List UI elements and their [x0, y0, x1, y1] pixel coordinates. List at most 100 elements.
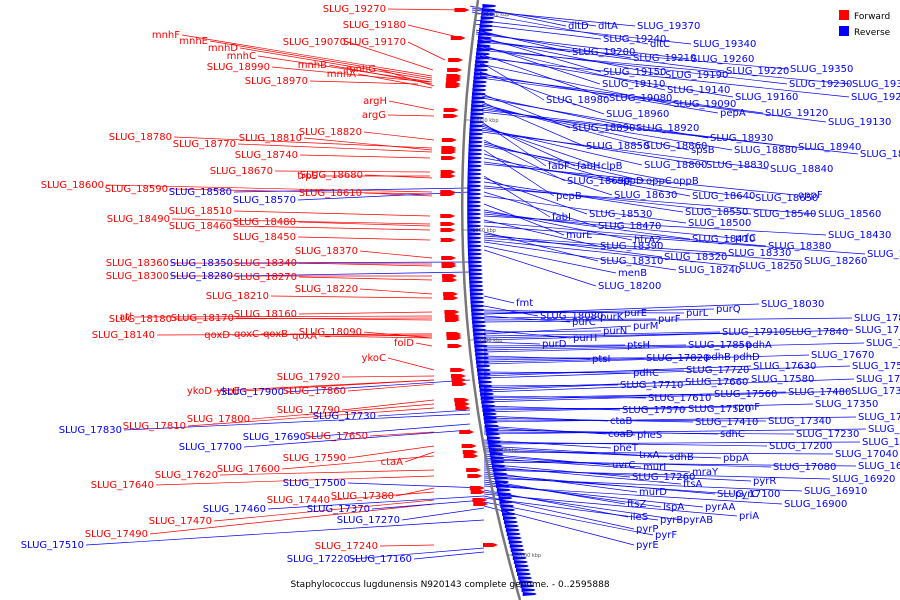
leader-line	[475, 31, 632, 59]
gene-label: uvrC	[612, 460, 635, 471]
legend: Forward Reverse	[839, 10, 891, 38]
leader-line	[359, 250, 433, 259]
gene-label: SLUG_18830	[706, 160, 769, 171]
leader-line	[483, 241, 677, 271]
leader-line	[483, 485, 783, 505]
leader-line	[477, 41, 789, 70]
reverse-feature	[503, 520, 518, 524]
leader-line	[483, 344, 626, 347]
reverse-feature	[494, 476, 509, 480]
leader-line	[473, 19, 692, 45]
gene-label: SLUG_18090	[299, 327, 362, 338]
leader-line	[181, 34, 433, 77]
leader-line	[298, 311, 433, 315]
reverse-feature	[467, 216, 482, 220]
gene-label: ftsZ	[627, 499, 646, 510]
forward-feature	[445, 84, 461, 88]
gene-label: SLUG_17060	[862, 437, 900, 448]
reverse-feature	[468, 272, 483, 276]
forward-feature	[440, 214, 456, 218]
gene-label: SLUG_18350	[170, 258, 233, 269]
reverse-feature	[467, 168, 482, 172]
reverse-feature	[470, 116, 485, 120]
gene-label: SLUG_18860	[644, 141, 707, 152]
gene-label: SLUG_18840	[770, 164, 833, 175]
gene-label: coaD	[608, 429, 634, 440]
leader-line	[483, 441, 768, 447]
gene-label: purQ	[716, 304, 741, 315]
leader-line	[237, 143, 433, 153]
reverse-feature	[491, 464, 506, 468]
leader-line	[363, 331, 433, 339]
leader-line	[483, 221, 767, 247]
legend-forward-swatch	[839, 10, 849, 20]
leader-line	[481, 97, 709, 139]
reverse-feature	[475, 56, 490, 60]
reverse-feature	[469, 120, 484, 124]
leader-line	[483, 469, 831, 480]
reverse-feature	[473, 80, 488, 84]
reverse-feature	[475, 356, 490, 360]
gene-labels: SLUG_19270 SLUG_19180 SLUG_19070SLUG_19170…	[21, 4, 900, 565]
gene-label: pepB	[556, 191, 582, 202]
gene-label: SLUG_18990	[207, 62, 270, 73]
leader-line	[387, 357, 435, 371]
gene-label: SLUG_18290	[867, 249, 900, 260]
gene-label: SLUG_18220	[295, 284, 358, 295]
gene-label: fmt	[516, 298, 533, 309]
leader-line	[483, 316, 599, 319]
gene-label: SLUG_17550	[852, 361, 900, 372]
forward-feature	[459, 430, 475, 434]
leader-line	[483, 481, 662, 508]
gene-label: mraY	[692, 467, 719, 478]
forward-feature	[450, 36, 466, 40]
forward-feature	[440, 192, 456, 196]
gene-label: sdhC	[720, 429, 745, 440]
gene-label: dltA	[598, 21, 618, 32]
gene-label: purF	[658, 314, 681, 325]
reverse-feature	[468, 264, 483, 268]
legend-forward-label: Forward	[854, 12, 890, 22]
reverse-feature	[467, 224, 482, 228]
reverse-feature	[467, 220, 482, 224]
forward-feature	[440, 170, 456, 174]
leader-line	[483, 493, 738, 517]
reverse-feature	[469, 292, 484, 296]
leader-line	[415, 342, 433, 347]
reverse-feature	[479, 24, 494, 28]
reverse-feature	[483, 416, 498, 420]
gene-label: folD	[394, 338, 414, 349]
leader-line	[243, 429, 471, 448]
reverse-feature	[471, 100, 486, 104]
gene-label: SLUG_19340	[693, 39, 756, 50]
gene-label: SLUG_17670	[811, 350, 874, 361]
gene-label: SLUG_18600	[41, 180, 104, 191]
gene-label: SLUG_18260	[804, 256, 867, 267]
genome-backbone-arc	[460, 0, 522, 600]
leader-line	[298, 262, 433, 267]
forward-feature	[441, 264, 457, 268]
gene-label: mnhE	[179, 36, 208, 47]
forward-feature	[470, 490, 486, 494]
reverse-feature	[481, 400, 496, 404]
gene-label: lspA	[663, 502, 684, 513]
gene-label: SLUG_16910	[804, 486, 867, 497]
gene-label: SLUG_17240	[315, 541, 378, 552]
leader-line	[483, 416, 857, 423]
leader-line	[347, 482, 485, 489]
forward-feature	[442, 274, 458, 278]
gene-label: SLUG_19160	[735, 92, 798, 103]
reverse-feature	[468, 152, 483, 156]
gene-label: SLUG_17130	[868, 424, 900, 435]
reverse-feature	[467, 160, 482, 164]
gene-label: SLUG_17910	[722, 327, 785, 338]
gene-label: SLUG_18550	[685, 207, 748, 218]
leader-line	[483, 428, 867, 435]
legend-reverse-swatch	[839, 26, 849, 36]
leader-line	[483, 303, 760, 315]
gene-label: SLUG_17610	[648, 393, 711, 404]
reverse-feature	[474, 64, 489, 68]
gene-label: mnhF	[152, 30, 180, 41]
forward-feature	[462, 450, 478, 454]
reverse-feature	[467, 236, 482, 240]
